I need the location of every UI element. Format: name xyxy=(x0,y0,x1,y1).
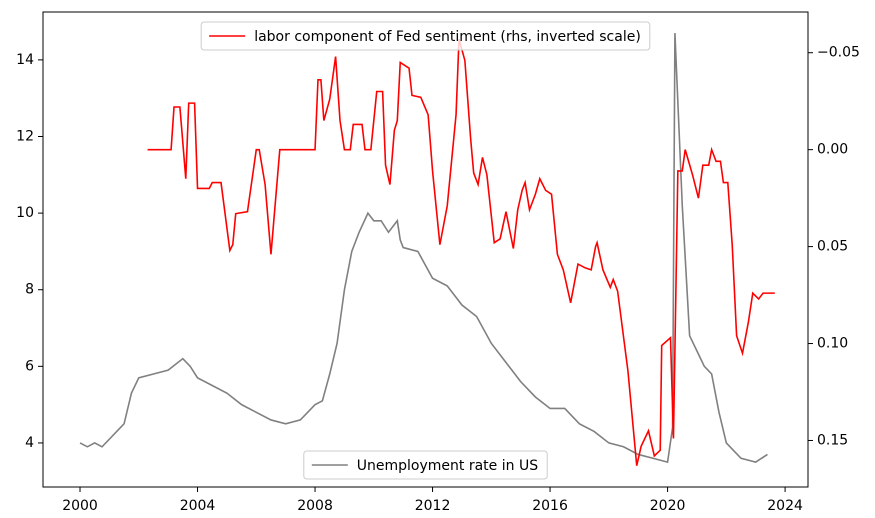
x-tick-label: 2012 xyxy=(415,498,451,514)
y2-tick-label: 0.05 xyxy=(817,239,848,255)
legend: Unemployment rate in US xyxy=(303,450,548,480)
y-tick-label: 6 xyxy=(25,358,34,374)
data-line xyxy=(79,33,768,464)
x-tick-label: 2008 xyxy=(297,498,333,514)
x-tick-label: 2000 xyxy=(62,498,98,514)
y-tick-label: 10 xyxy=(16,205,34,221)
y2-tick-label: 0.00 xyxy=(817,142,848,158)
y2-tick-label: −0.05 xyxy=(817,45,860,61)
x-tick-label: 2024 xyxy=(767,498,803,514)
legend-box xyxy=(200,21,651,51)
plot-frame xyxy=(42,11,809,488)
y-tick-label: 12 xyxy=(16,128,34,144)
legend-box xyxy=(303,450,548,480)
legend-label: Unemployment rate in US xyxy=(357,458,538,474)
y2-tick-label: 0.15 xyxy=(817,432,848,448)
x-tick-label: 2020 xyxy=(650,498,686,514)
legend: labor component of Fed sentiment (rhs, i… xyxy=(200,21,651,51)
x-tick-label: 2004 xyxy=(180,498,216,514)
data-line xyxy=(147,38,775,466)
y-tick-label: 4 xyxy=(25,435,34,451)
y-tick-label: 14 xyxy=(16,52,34,68)
y2-tick-label: 0.10 xyxy=(817,336,848,352)
legend-label: labor component of Fed sentiment (rhs, i… xyxy=(254,29,641,45)
y-tick-label: 8 xyxy=(25,282,34,298)
x-tick-label: 2016 xyxy=(532,498,568,514)
